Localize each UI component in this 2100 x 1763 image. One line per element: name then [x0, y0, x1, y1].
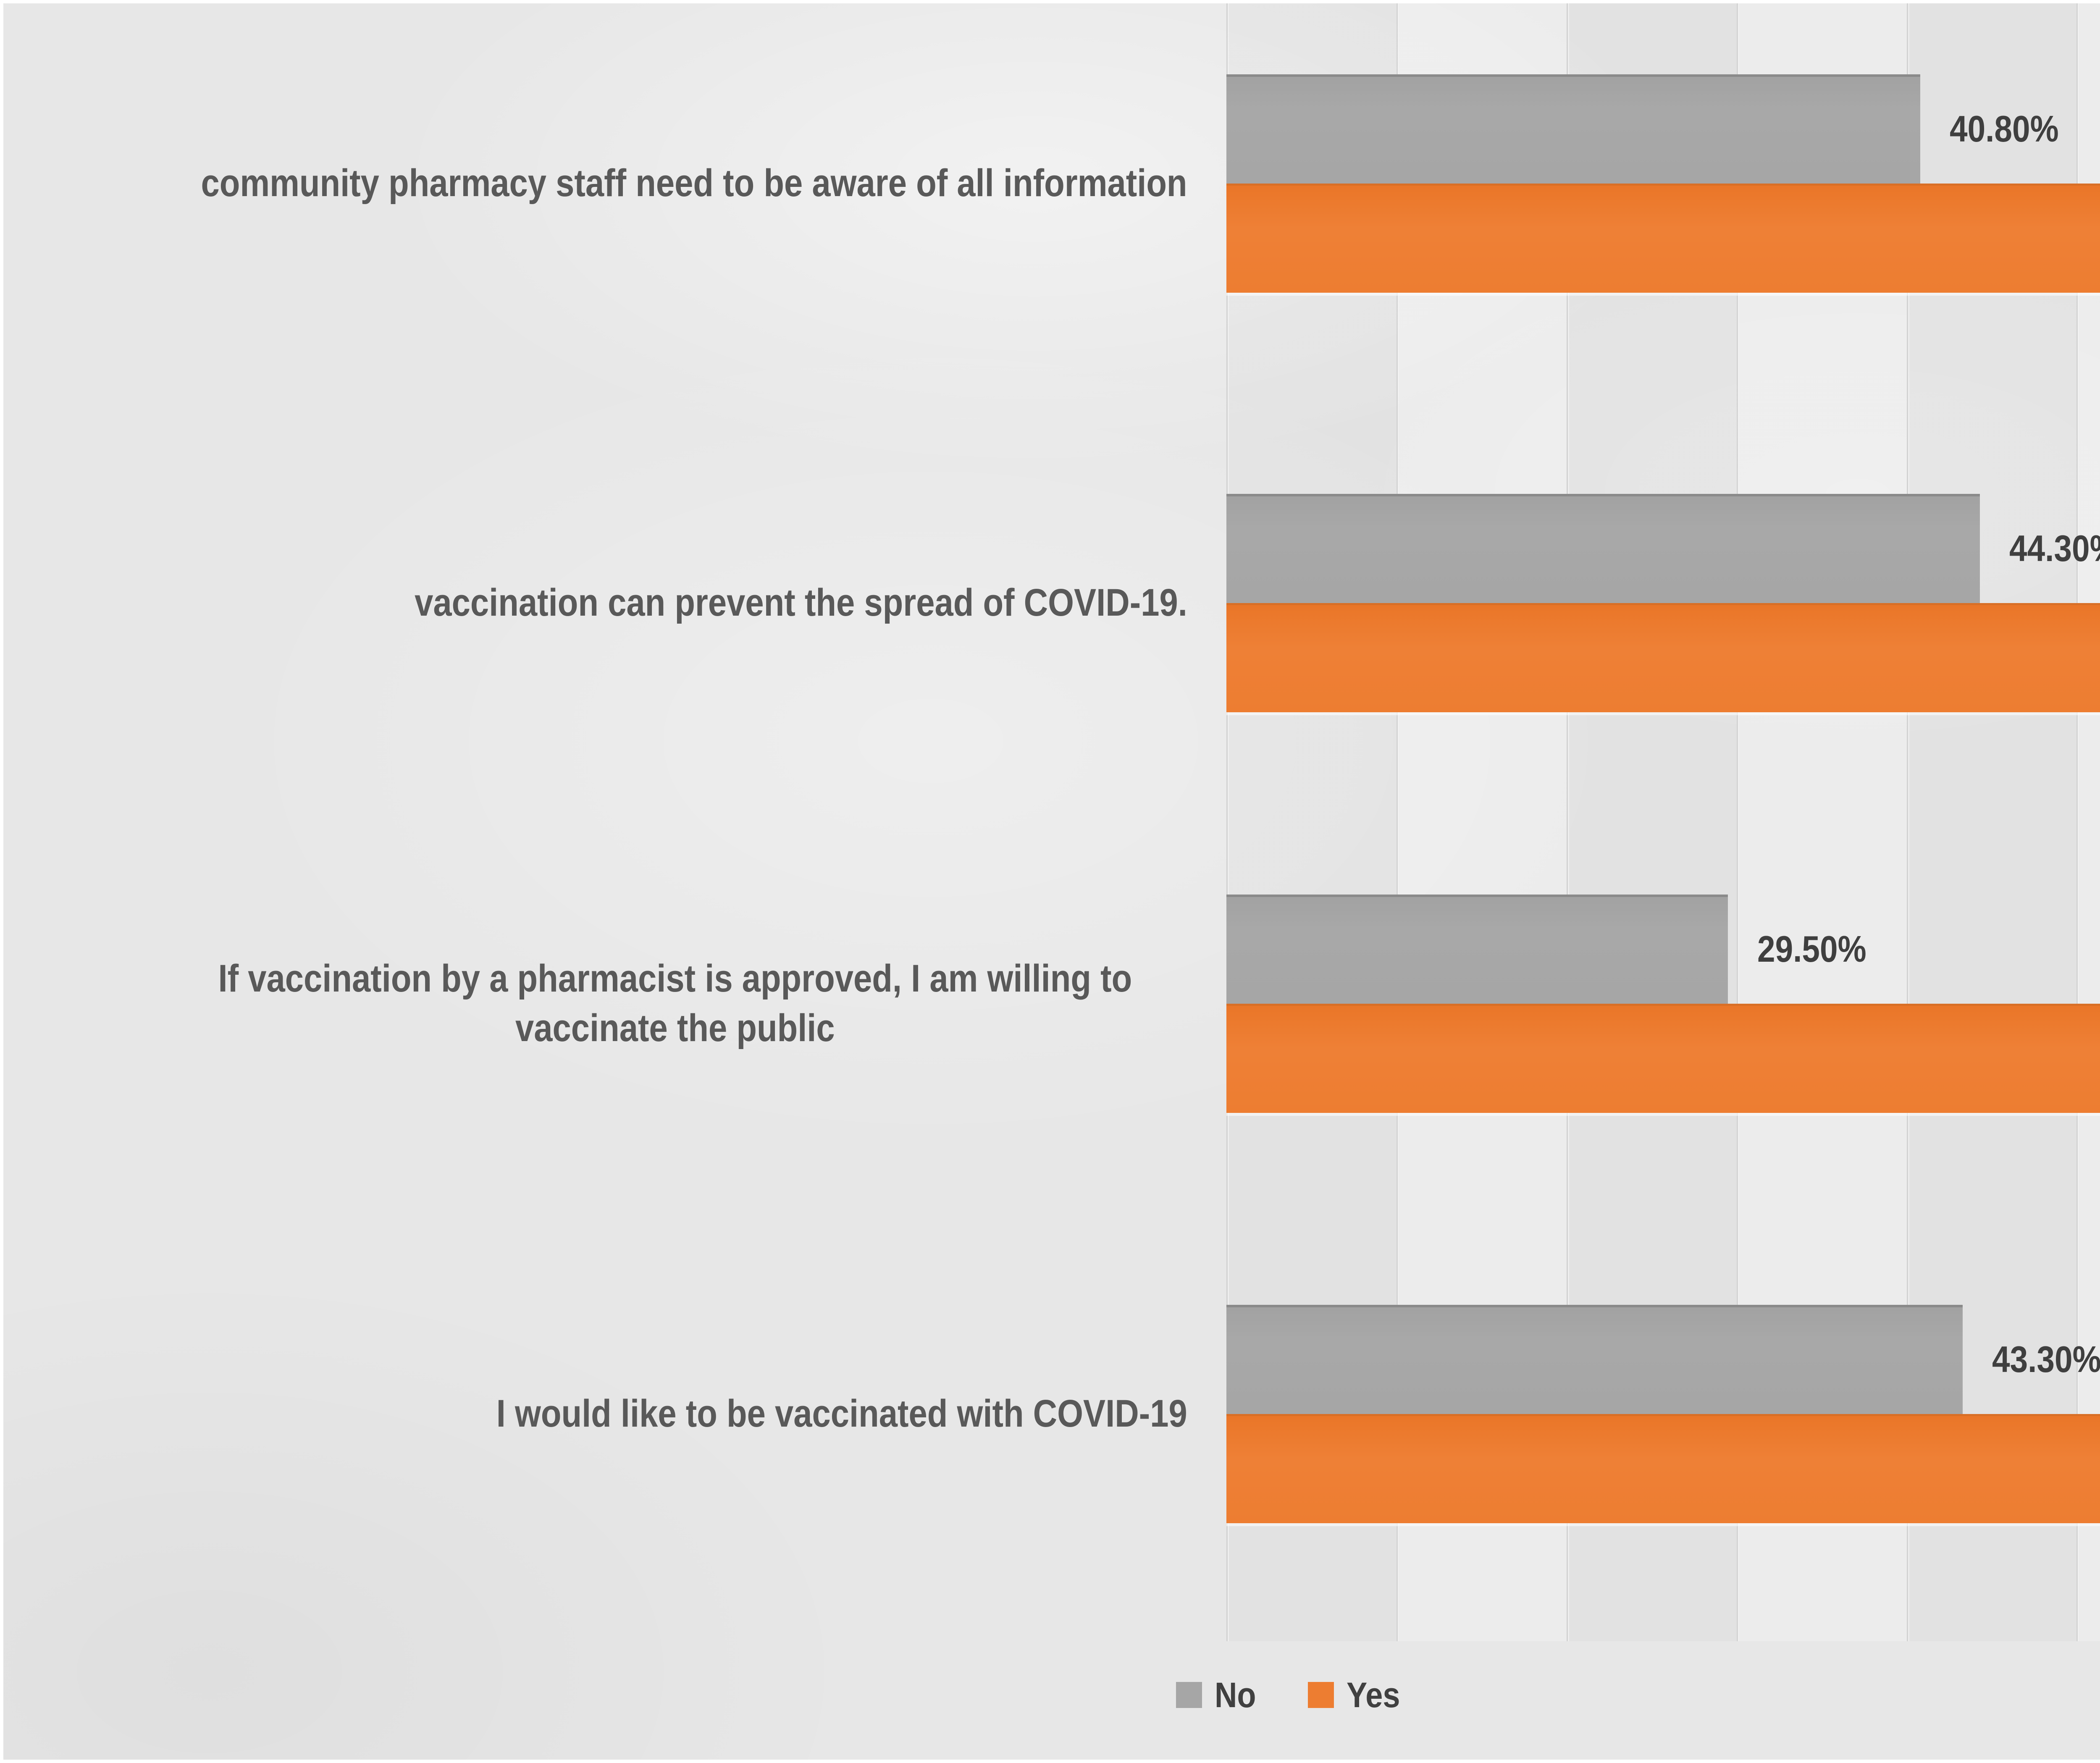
bar-chart: 40.80% 59.30% 44.30% 55.80% 29.50% 70.50…: [3, 3, 2100, 1760]
legend-label-no: No: [1214, 1675, 1256, 1715]
legend-item-no: No: [1176, 1675, 1262, 1716]
legend: No Yes: [3, 1670, 2100, 1720]
bar-yes-group3: [1226, 1004, 2100, 1113]
value-text: 29.50%: [1757, 928, 1866, 970]
gridline: [1226, 3, 1229, 1641]
category-label-1: community pharmacy staff need to be awar…: [3, 87, 1187, 280]
bar-yes-group2: [1226, 603, 2100, 712]
gridline: [1567, 3, 1569, 1641]
legend-swatch-yes-icon: [1307, 1682, 1334, 1708]
category-text: If vaccination by a pharmacist is approv…: [218, 957, 1132, 1049]
category-text: vaccination can prevent the spread of CO…: [415, 581, 1187, 624]
gridline: [1396, 3, 1399, 1641]
value-label-no-group1: 40.80%: [1950, 74, 2075, 184]
legend-label-yes: Yes: [1346, 1675, 1400, 1715]
bar-no-group2: [1226, 494, 1980, 603]
value-label-no-group3: 29.50%: [1757, 895, 1882, 1004]
gridline: [2076, 3, 2079, 1641]
category-label-3: If vaccination by a pharmacist is approv…: [3, 907, 1187, 1100]
category-label-2: vaccination can prevent the spread of CO…: [3, 506, 1187, 700]
value-label-no-group4: 43.30%: [1992, 1305, 2100, 1414]
value-text: 43.30%: [1992, 1338, 2100, 1380]
bar-no-group1: [1226, 74, 1920, 184]
bar-yes-group4: [1226, 1414, 2100, 1523]
category-label-4: I would like to be vaccinated with COVID…: [3, 1317, 1187, 1511]
bar-no-group3: [1226, 895, 1728, 1004]
legend-item-yes: Yes: [1307, 1675, 1407, 1716]
category-text: community pharmacy staff need to be awar…: [201, 162, 1187, 205]
gridline: [1737, 3, 1739, 1641]
value-text: 44.30%: [2009, 527, 2100, 569]
plot-area: 40.80% 59.30% 44.30% 55.80% 29.50% 70.50…: [1226, 3, 2100, 1641]
bar-no-group4: [1226, 1305, 1963, 1414]
bar-yes-group1: [1226, 184, 2100, 293]
gridline: [1907, 3, 1909, 1641]
category-text: I would like to be vaccinated with COVID…: [496, 1392, 1187, 1435]
value-label-no-group2: 44.30%: [2009, 494, 2100, 603]
legend-swatch-no-icon: [1176, 1682, 1202, 1708]
value-text: 40.80%: [1950, 108, 2059, 150]
